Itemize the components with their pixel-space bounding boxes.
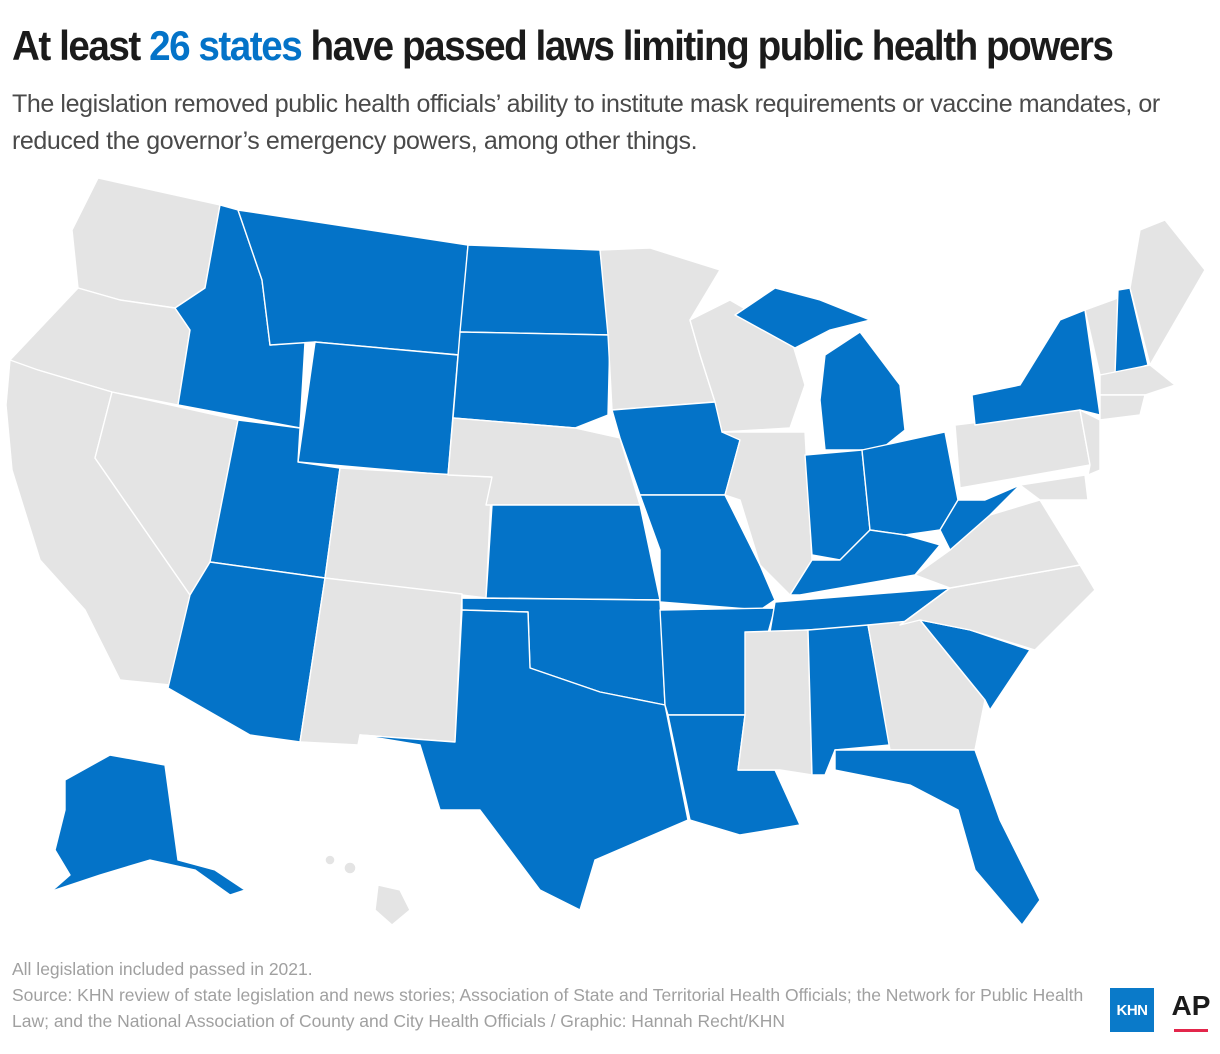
state-south-dakota xyxy=(452,331,611,429)
state-new-jersey xyxy=(1079,409,1101,476)
state-washington xyxy=(71,177,221,309)
title-highlight: 26 states xyxy=(149,22,303,69)
title-suffix: have passed laws limiting public health … xyxy=(301,22,1114,69)
khn-logo: KHN xyxy=(1110,988,1154,1032)
state-florida xyxy=(834,749,1041,926)
state-montana xyxy=(237,209,469,356)
ap-logo-text: AP xyxy=(1171,990,1211,1021)
state-kansas xyxy=(485,504,661,601)
state-maine xyxy=(1129,219,1206,366)
footer-note: All legislation included passed in 2021. xyxy=(12,959,313,979)
state-ohio xyxy=(861,431,959,536)
state-colorado xyxy=(324,467,493,599)
khn-logo-text: KHN xyxy=(1116,1001,1149,1019)
state-alaska xyxy=(29,754,246,911)
state-michigan xyxy=(819,331,906,451)
state-massachusetts xyxy=(1099,364,1176,396)
state-mississippi xyxy=(737,629,813,776)
state-wyoming xyxy=(297,341,459,476)
state-michigan-upper xyxy=(734,287,871,349)
state-hawaii xyxy=(374,884,411,926)
state-california xyxy=(5,359,191,686)
state-north-dakota xyxy=(459,244,611,336)
state-texas xyxy=(359,609,689,911)
ap-logo-bar xyxy=(1174,1029,1208,1032)
state-new-mexico xyxy=(299,577,463,746)
us-map xyxy=(5,177,1206,926)
state-delaware-maryland xyxy=(1019,474,1089,501)
chart-title: At least 26 states have passed laws limi… xyxy=(12,18,1116,74)
state-hawaii-islands-2 xyxy=(343,861,357,875)
state-kentucky xyxy=(789,529,941,596)
state-hawaii-islands xyxy=(324,854,336,866)
subtitle: The legislation removed public health of… xyxy=(12,90,1160,155)
footer-source: Source: KHN review of state legislation … xyxy=(12,985,1084,1031)
title-prefix: At least xyxy=(12,22,150,69)
ap-logo: AP xyxy=(1170,986,1212,1032)
state-new-york xyxy=(971,309,1101,426)
state-connecticut-ri xyxy=(1099,394,1146,421)
state-missouri xyxy=(639,494,776,611)
footer: All legislation included passed in 2021.… xyxy=(12,956,1092,1034)
